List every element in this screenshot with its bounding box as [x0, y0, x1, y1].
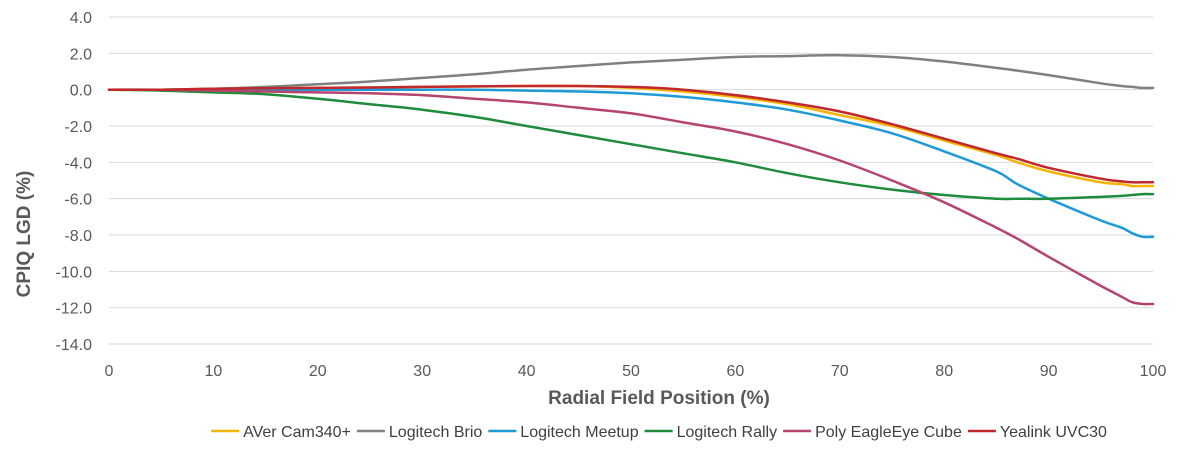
legend-item: Logitech Meetup	[488, 424, 639, 441]
series-line-poly-eagleeye-cube	[107, 88, 1155, 306]
series-line-logitech-brio	[107, 53, 1155, 91]
legend-item: Poly EagleEye Cube	[783, 424, 962, 441]
series-line-logitech-rally	[107, 88, 1155, 201]
legend-label: Yealink UVC30	[1000, 424, 1107, 441]
x-tick-label: 40	[518, 363, 536, 380]
x-tick-label: 30	[413, 363, 431, 380]
legend-label: Poly EagleEye Cube	[815, 424, 962, 441]
x-tick-label: 50	[622, 363, 640, 380]
legend: AVer Cam340+ Logitech Brio Logitech Meetup…	[211, 424, 1107, 441]
legend-label: Logitech Meetup	[520, 424, 638, 441]
x-tick-label: 70	[831, 363, 849, 380]
legend-item: Yealink UVC30	[967, 424, 1107, 441]
legend-label: Logitech Brio	[389, 424, 482, 441]
x-tick-label: 100	[1140, 363, 1167, 380]
y-axis-title: CPIQ LGD (%)	[14, 171, 35, 298]
series-lines	[107, 53, 1155, 306]
legend-item: AVer Cam340+	[211, 424, 351, 441]
legend-item: Logitech Rally	[644, 424, 778, 441]
y-tick-labels: 4.0 2.0 0.0 -2.0 -4.0 -6.0 -8.0 -10.0 -12.0 -14.0	[56, 10, 93, 354]
y-tick-label: 0.0	[70, 83, 92, 100]
y-tick-label: -2.0	[64, 119, 92, 136]
y-tick-label: 2.0	[70, 46, 92, 63]
x-tick-label: 80	[935, 363, 953, 380]
x-tick-label: 10	[205, 363, 223, 380]
series-line-logitech-meetup	[107, 88, 1155, 239]
x-tick-label: 90	[1040, 363, 1058, 380]
x-tick-labels: 0 10 20 30 40 50 60 70 80 90 100	[105, 363, 1167, 380]
x-tick-label: 0	[105, 363, 114, 380]
legend-label: AVer Cam340+	[243, 424, 351, 441]
y-tick-label: -12.0	[56, 301, 93, 318]
series-line-yealink-uvc30	[107, 84, 1155, 184]
legend-item: Logitech Brio	[356, 424, 482, 441]
y-tick-label: 4.0	[70, 10, 92, 27]
y-tick-label: -8.0	[64, 228, 92, 245]
x-tick-label: 20	[309, 363, 327, 380]
x-axis-title: Radial Field Position (%)	[548, 388, 770, 409]
y-tick-label: -10.0	[56, 264, 93, 281]
x-tick-label: 60	[727, 363, 745, 380]
gridlines	[109, 16, 1153, 345]
y-tick-label: -14.0	[56, 337, 93, 354]
legend-label: Logitech Rally	[677, 424, 778, 441]
y-tick-label: -4.0	[64, 155, 92, 172]
y-tick-label: -6.0	[64, 192, 92, 209]
